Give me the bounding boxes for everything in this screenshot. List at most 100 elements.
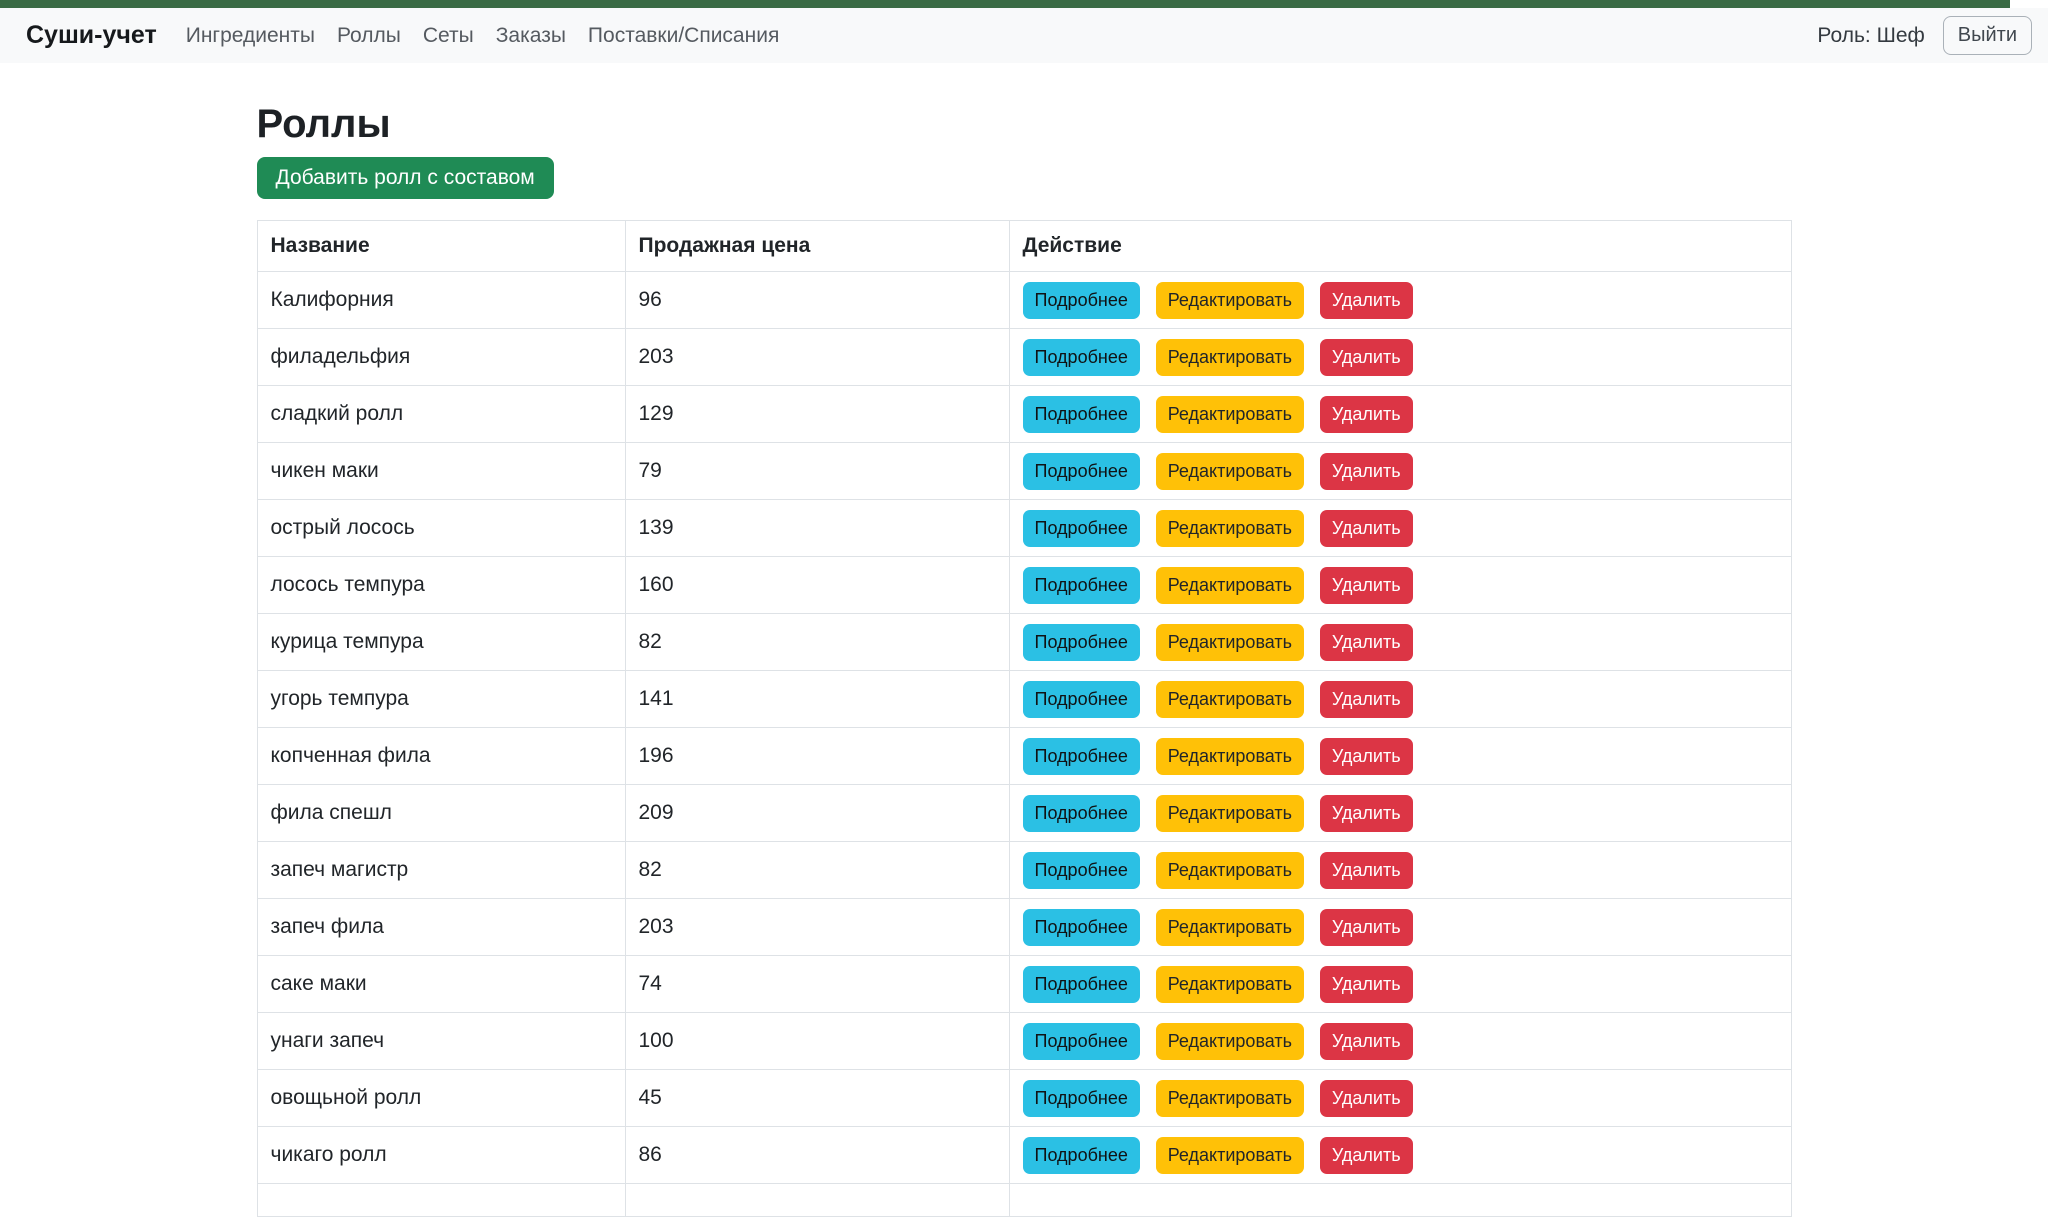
roll-name-cell: унаги запеч — [256, 1012, 626, 1070]
roll-price-cell: 86 — [624, 1126, 1010, 1184]
roll-actions-cell: Подробнее Редактировать Удалить — [1008, 898, 1792, 956]
delete-button[interactable]: Удалить — [1319, 737, 1413, 775]
table-row: угорь темпура 141 Подробнее Редактироват… — [256, 670, 1792, 728]
delete-button[interactable]: Удалить — [1319, 509, 1413, 547]
table-row: саке маки 74 Подробнее Редактировать Уда… — [256, 955, 1792, 1013]
details-button[interactable]: Подробнее — [1022, 452, 1140, 490]
roll-price-cell: 203 — [624, 328, 1010, 386]
details-button[interactable]: Подробнее — [1022, 737, 1140, 775]
table-row: филадельфия 203 Подробнее Редактировать … — [256, 328, 1792, 386]
roll-price-cell: 141 — [624, 670, 1010, 728]
delete-button[interactable]: Удалить — [1319, 566, 1413, 604]
nav-item-ingredients[interactable]: Ингредиенты — [185, 23, 315, 47]
nav-item-sets[interactable]: Сеты — [422, 23, 474, 47]
delete-button[interactable]: Удалить — [1319, 1079, 1413, 1117]
delete-button[interactable]: Удалить — [1319, 281, 1413, 319]
details-button[interactable]: Подробнее — [1022, 965, 1140, 1003]
brand-link[interactable]: Суши-учет — [26, 21, 157, 49]
edit-button[interactable]: Редактировать — [1155, 680, 1305, 718]
details-button[interactable]: Подробнее — [1022, 566, 1140, 604]
delete-button[interactable]: Удалить — [1319, 908, 1413, 946]
logout-button[interactable]: Выйти — [1942, 16, 2032, 55]
delete-button[interactable]: Удалить — [1319, 1136, 1413, 1174]
edit-button[interactable]: Редактировать — [1155, 737, 1305, 775]
roll-price-cell: 139 — [624, 499, 1010, 557]
roll-actions-cell: Подробнее Редактировать Удалить — [1008, 613, 1792, 671]
column-header-name: Название — [256, 220, 626, 272]
nav-item-rolls[interactable]: Роллы — [336, 23, 401, 47]
roll-actions-cell: Подробнее Редактировать Удалить — [1008, 955, 1792, 1013]
roll-price-cell: 96 — [624, 271, 1010, 329]
delete-button[interactable]: Удалить — [1319, 851, 1413, 889]
roll-name-cell: филадельфия — [256, 328, 626, 386]
details-button[interactable]: Подробнее — [1022, 851, 1140, 889]
details-button[interactable]: Подробнее — [1022, 794, 1140, 832]
page-title: Роллы — [256, 102, 391, 146]
roll-price-cell: 74 — [624, 955, 1010, 1013]
roll-name-cell: чикаго ролл — [256, 1126, 626, 1184]
roll-actions-cell: Подробнее Редактировать Удалить — [1008, 841, 1792, 899]
details-button[interactable]: Подробнее — [1022, 680, 1140, 718]
delete-button[interactable]: Удалить — [1319, 794, 1413, 832]
column-header-action: Действие — [1008, 220, 1792, 272]
edit-button[interactable]: Редактировать — [1155, 395, 1305, 433]
roll-price-cell: 209 — [624, 784, 1010, 842]
edit-button[interactable]: Редактировать — [1155, 965, 1305, 1003]
details-button[interactable]: Подробнее — [1022, 509, 1140, 547]
roll-price-cell: 100 — [624, 1012, 1010, 1070]
edit-button[interactable]: Редактировать — [1155, 281, 1305, 319]
table-row: чикен маки 79 Подробнее Редактировать Уд… — [256, 442, 1792, 500]
roll-name-cell: копченная фила — [256, 727, 626, 785]
roll-name-cell: курица темпура — [256, 613, 626, 671]
edit-button[interactable]: Редактировать — [1155, 623, 1305, 661]
edit-button[interactable]: Редактировать — [1155, 1079, 1305, 1117]
details-button[interactable]: Подробнее — [1022, 281, 1140, 319]
table-row: острый лосось 139 Подробнее Редактироват… — [256, 499, 1792, 557]
delete-button[interactable]: Удалить — [1319, 965, 1413, 1003]
delete-button[interactable]: Удалить — [1319, 452, 1413, 490]
edit-button[interactable]: Редактировать — [1155, 1022, 1305, 1060]
edit-button[interactable]: Редактировать — [1155, 338, 1305, 376]
edit-button[interactable]: Редактировать — [1155, 566, 1305, 604]
navbar-right: Роль: Шеф Выйти — [1817, 16, 2032, 55]
details-button[interactable]: Подробнее — [1022, 1079, 1140, 1117]
nav-item-supplies[interactable]: Поставки/Списания — [587, 23, 780, 47]
details-button[interactable]: Подробнее — [1022, 1136, 1140, 1174]
roll-price-cell: 45 — [624, 1069, 1010, 1127]
edit-button[interactable]: Редактировать — [1155, 452, 1305, 490]
roll-name-cell: лосось темпура — [256, 556, 626, 614]
roll-actions-cell: Подробнее Редактировать Удалить — [1008, 385, 1792, 443]
delete-button[interactable]: Удалить — [1319, 623, 1413, 661]
edit-button[interactable]: Редактировать — [1155, 794, 1305, 832]
details-button[interactable]: Подробнее — [1022, 1022, 1140, 1060]
nav-item-orders[interactable]: Заказы — [495, 23, 566, 47]
delete-button[interactable]: Удалить — [1319, 338, 1413, 376]
roll-price-cell: 82 — [624, 841, 1010, 899]
delete-button[interactable]: Удалить — [1319, 395, 1413, 433]
edit-button[interactable]: Редактировать — [1155, 851, 1305, 889]
details-button[interactable]: Подробнее — [1022, 338, 1140, 376]
table-row: чикаго ролл 86 Подробнее Редактировать У… — [256, 1126, 1792, 1184]
roll-actions-cell: Подробнее Редактировать Удалить — [1008, 1069, 1792, 1127]
roll-name-cell: острый лосось — [256, 499, 626, 557]
roll-name-cell: овощьной ролл — [256, 1069, 626, 1127]
table-row: Калифорния 96 Подробнее Редактировать Уд… — [256, 271, 1792, 329]
roll-name-cell: запеч фила — [256, 898, 626, 956]
delete-button[interactable]: Удалить — [1319, 1022, 1413, 1060]
roll-price-cell: 160 — [624, 556, 1010, 614]
details-button[interactable]: Подробнее — [1022, 623, 1140, 661]
roll-name-cell: сладкий ролл — [256, 385, 626, 443]
rolls-table: Название Продажная цена Действие Калифор… — [256, 220, 1792, 1217]
table-header-row: Название Продажная цена Действие — [256, 220, 1792, 272]
rolls-table-body: Калифорния 96 Подробнее Редактировать Уд… — [256, 271, 1792, 1217]
role-label: Роль: Шеф — [1817, 23, 1925, 47]
table-row: лосось темпура 160 Подробнее Редактирова… — [256, 556, 1792, 614]
details-button[interactable]: Подробнее — [1022, 908, 1140, 946]
add-roll-button[interactable]: Добавить ролл с составом — [256, 157, 554, 199]
edit-button[interactable]: Редактировать — [1155, 509, 1305, 547]
edit-button[interactable]: Редактировать — [1155, 908, 1305, 946]
edit-button[interactable]: Редактировать — [1155, 1136, 1305, 1174]
delete-button[interactable]: Удалить — [1319, 680, 1413, 718]
details-button[interactable]: Подробнее — [1022, 395, 1140, 433]
roll-actions-cell: Подробнее Редактировать Удалить — [1008, 784, 1792, 842]
